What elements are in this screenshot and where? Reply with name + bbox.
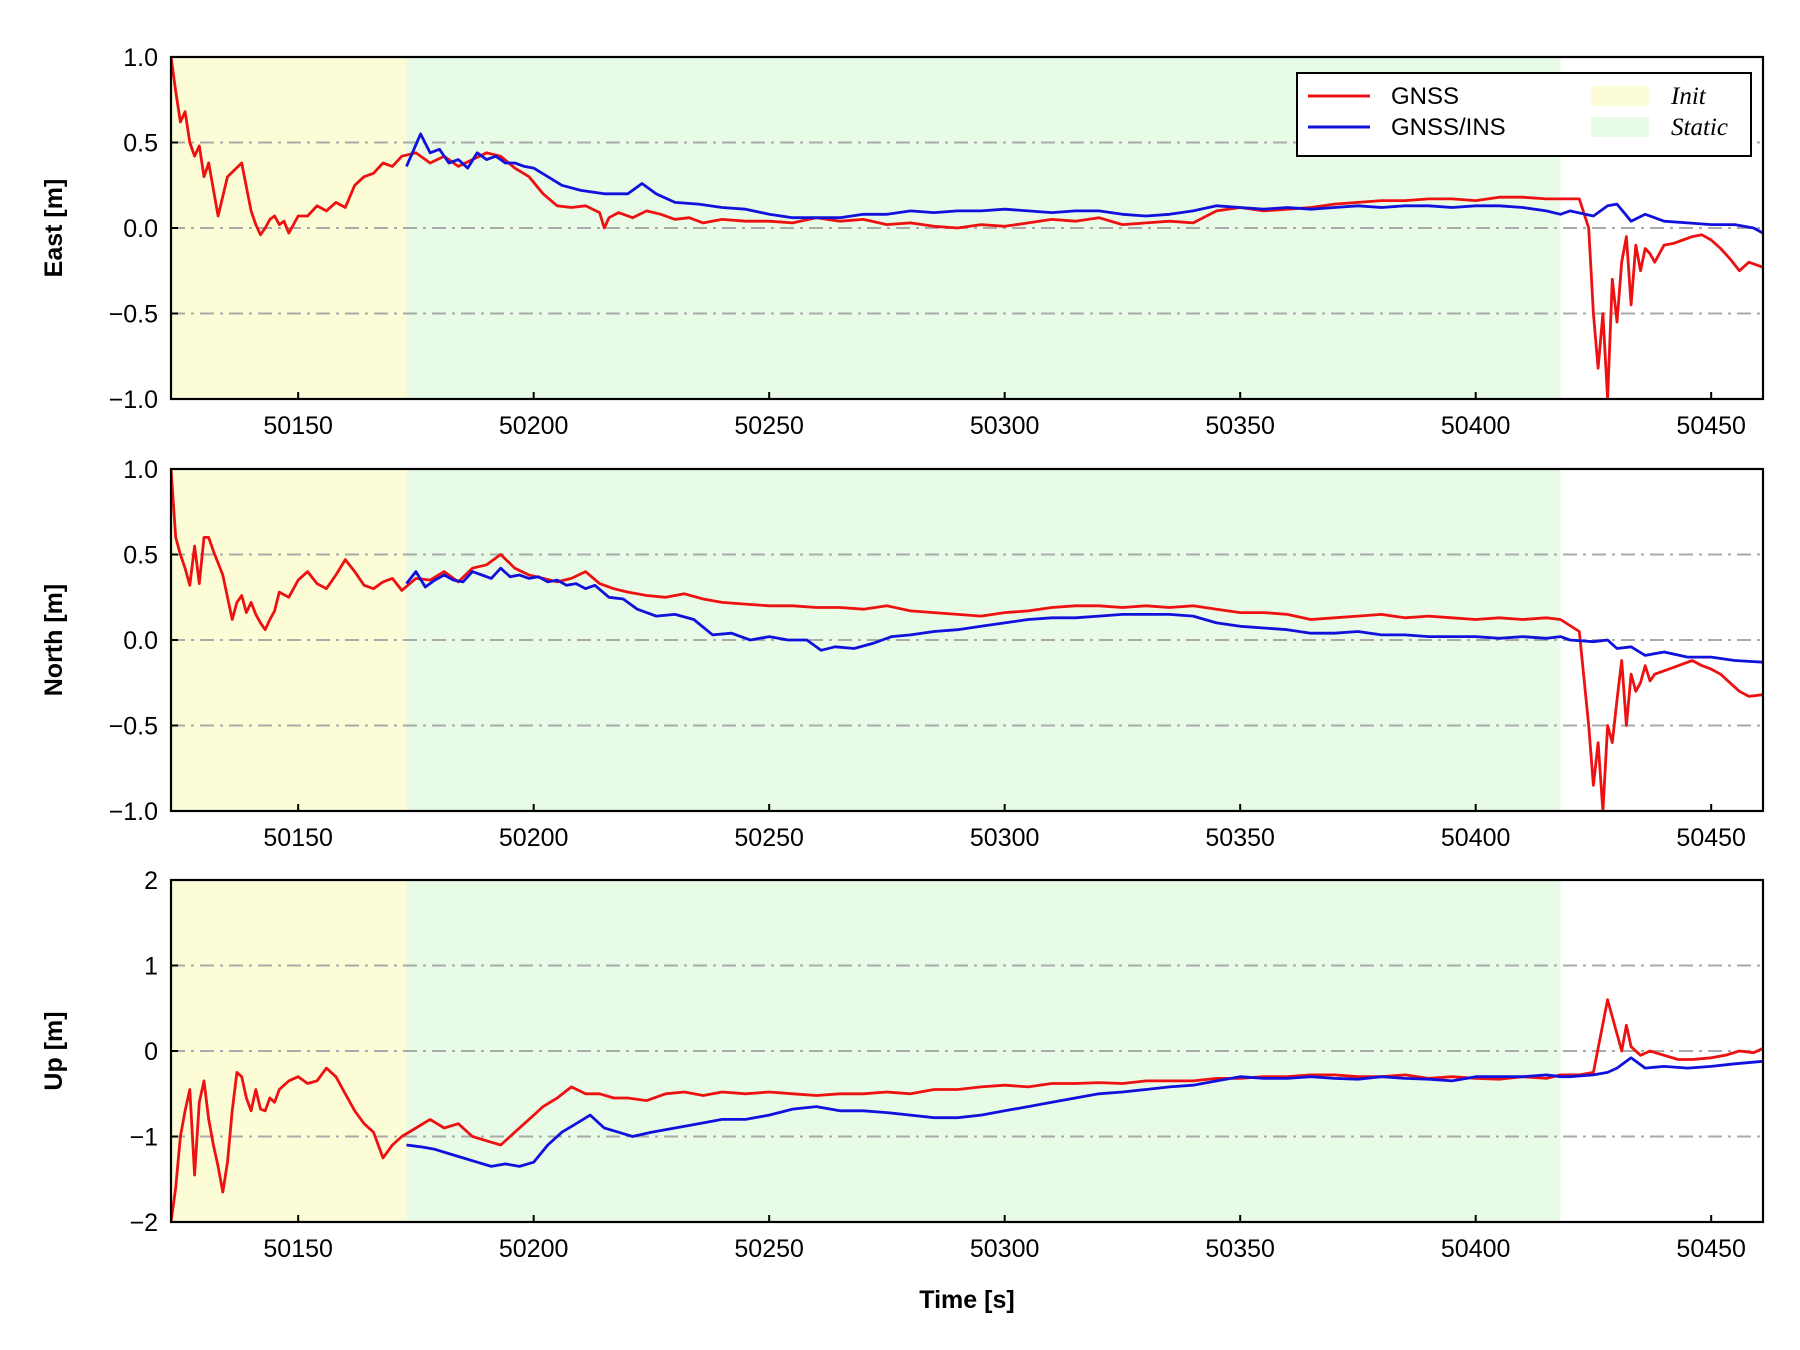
y-tick-label: 2 <box>144 867 158 895</box>
y-tick-label: −1.0 <box>109 798 158 826</box>
x-tick-label: 50400 <box>1441 1235 1511 1263</box>
legend-patch-static <box>1591 117 1649 137</box>
y-tick-label: −2 <box>129 1209 158 1237</box>
x-tick-label: 50150 <box>263 824 333 852</box>
x-tick-label: 50450 <box>1676 824 1746 852</box>
y-tick-label: 1 <box>144 953 158 981</box>
y-tick-label: 1.0 <box>123 456 158 484</box>
x-tick-label: 50200 <box>499 824 569 852</box>
series-line-gnss-ins <box>405 566 1763 664</box>
y-tick-label: 0.0 <box>123 627 158 655</box>
panels-layer: −1.0 −0.5 0.0 0.5 1.0 50150 50200 50250 50300 503… <box>40 44 1765 1263</box>
x-tick-label: 50400 <box>1441 412 1511 440</box>
x-tick-label: 50200 <box>499 1235 569 1263</box>
series-line-gnss-ins <box>406 1056 1763 1168</box>
y-tick-label: −0.5 <box>109 713 158 741</box>
y-tick-label: 0.5 <box>123 542 158 570</box>
legend-label-gnss-ins: GNSS/INS <box>1391 114 1506 141</box>
panel-north: −1.0 −0.5 0.0 0.5 1.0 50150 50200 50250 50300 503… <box>40 456 1765 852</box>
series-group <box>171 998 1763 1222</box>
x-tick-label: 50200 <box>499 412 569 440</box>
series-group <box>171 469 1763 811</box>
x-tick-label: 50300 <box>970 412 1040 440</box>
x-tick-label: 50150 <box>263 1235 333 1263</box>
legend-label-gnss: GNSS <box>1391 83 1459 110</box>
x-tick-label: 50250 <box>734 1235 804 1263</box>
y-axis-label-east: East [m] <box>40 179 68 278</box>
series-line-gnss <box>171 57 1763 399</box>
series-line-gnss-ins <box>405 132 1763 235</box>
series-group <box>171 57 1763 399</box>
x-tick-label: 50250 <box>734 824 804 852</box>
x-tick-label: 50350 <box>1205 412 1275 440</box>
x-tick-label: 50300 <box>970 824 1040 852</box>
series-line-gnss <box>171 469 1763 811</box>
y-axis-label-up: Up [m] <box>40 1011 68 1090</box>
x-tick-label: 50350 <box>1205 824 1275 852</box>
x-tick-label: 50350 <box>1205 1235 1275 1263</box>
legend: GNSS GNSS/INS Init Static <box>1296 72 1752 157</box>
x-tick-label: 50450 <box>1676 412 1746 440</box>
legend-box <box>1296 72 1752 157</box>
legend-label-static: Static <box>1671 114 1728 141</box>
legend-label-init: Init <box>1670 83 1707 110</box>
y-tick-label: −1 <box>129 1124 158 1152</box>
x-tick-label: 50400 <box>1441 824 1511 852</box>
legend-patch-init <box>1591 86 1649 106</box>
y-tick-label: −1.0 <box>109 386 158 414</box>
series-line-gnss <box>171 998 1763 1222</box>
x-tick-label: 50450 <box>1676 1235 1746 1263</box>
x-tick-label: 50150 <box>263 412 333 440</box>
y-tick-label: −0.5 <box>109 301 158 329</box>
y-tick-label: 1.0 <box>123 44 158 72</box>
x-tick-label: 50300 <box>970 1235 1040 1263</box>
y-tick-label: 0 <box>144 1038 158 1066</box>
y-tick-label: 0.5 <box>123 130 158 158</box>
y-tick-label: 0.0 <box>123 215 158 243</box>
x-tick-label: 50250 <box>734 412 804 440</box>
panel-up: −2 −1 0 1 2 50150 50200 50250 50300 50350 50400 504… <box>40 867 1765 1263</box>
x-axis-label: Time [s] <box>919 1286 1014 1314</box>
y-axis-label-north: North [m] <box>40 584 68 696</box>
